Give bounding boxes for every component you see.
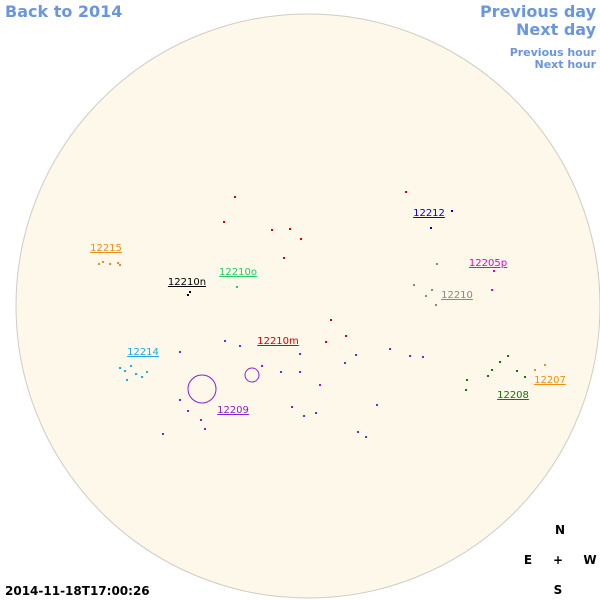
sunspot (344, 362, 346, 364)
compass-south: S (554, 583, 563, 597)
region-label[interactable]: 12215 (90, 243, 122, 254)
compass-center: + (553, 553, 563, 567)
compass-north: N (555, 523, 565, 537)
sunspot-umbra (187, 374, 217, 404)
next-hour-link[interactable]: Next hour (535, 58, 597, 71)
sunspot (179, 399, 181, 401)
previous-hour-link[interactable]: Previous hour (510, 46, 597, 59)
sunspot (141, 376, 143, 378)
region-label[interactable]: 12212 (413, 208, 445, 219)
sunspot (162, 433, 164, 435)
sunspot (491, 369, 493, 371)
sunspot (261, 365, 263, 367)
sunspot (365, 436, 367, 438)
sunspot (187, 410, 189, 412)
sunspot (299, 353, 301, 355)
sunspot (283, 257, 285, 259)
sunspot (425, 295, 427, 297)
sunspot (493, 270, 495, 272)
sunspot (544, 364, 546, 366)
sunspot (124, 370, 126, 372)
sunspot (236, 286, 238, 288)
sunspot (355, 354, 357, 356)
sunspot (299, 371, 301, 373)
sunspot (465, 389, 467, 391)
sunspot (389, 348, 391, 350)
region-labels: 12215 12210n 12210o 12212 12205p 12210 12210m 1… (90, 208, 566, 416)
sunspot (499, 361, 501, 363)
sunspot (146, 371, 148, 373)
sunspot (357, 431, 359, 433)
sunspot (224, 340, 226, 342)
sunspot (491, 289, 493, 291)
sunspot (289, 228, 291, 230)
sunspot (179, 351, 181, 353)
sunspot (189, 291, 191, 293)
sunspot (223, 221, 225, 223)
region-label[interactable]: 12207 (534, 375, 566, 386)
back-link[interactable]: Back to 2014 (5, 2, 122, 21)
sunspot (204, 428, 206, 430)
sunspot (135, 373, 137, 375)
sunspot (130, 365, 132, 367)
compass-east: E (524, 553, 532, 567)
sunspot (405, 191, 407, 193)
sunspot (291, 406, 293, 408)
sunspot (126, 379, 128, 381)
sunspot (303, 415, 305, 417)
sunspot (300, 238, 302, 240)
region-label[interactable]: 12208 (497, 390, 529, 401)
sunspot (524, 376, 526, 378)
sunspot (200, 419, 202, 421)
solar-disk (15, 13, 600, 599)
sunspot (376, 404, 378, 406)
sunspot (98, 263, 100, 265)
sunspot (117, 262, 119, 264)
sunspot (102, 261, 104, 263)
sunspot (507, 355, 509, 357)
region-label[interactable]: 12210o (219, 267, 257, 278)
sunspot (430, 227, 432, 229)
sunspot (413, 284, 415, 286)
timestamp: 2014-11-18T17:00:26 (5, 584, 150, 598)
sunspot (516, 370, 518, 372)
region-label[interactable]: 12210 (441, 290, 473, 301)
sunspot (315, 412, 317, 414)
sunspot (487, 375, 489, 377)
sunspot (422, 356, 424, 358)
region-label[interactable]: 12205p (469, 258, 507, 269)
sunspot (239, 345, 241, 347)
sunspot (466, 379, 468, 381)
sunspot (119, 367, 121, 369)
sunspot (325, 341, 327, 343)
sunspot (330, 319, 332, 321)
sunspot (271, 229, 273, 231)
sunspot (451, 210, 453, 212)
sunspot (234, 196, 236, 198)
sunspot (109, 263, 111, 265)
compass-west: W (583, 553, 596, 567)
sunspot (319, 384, 321, 386)
sunspot (409, 355, 411, 357)
sunspot (119, 264, 121, 266)
region-label[interactable]: 12210n (168, 277, 206, 288)
region-label[interactable]: 12209 (217, 405, 249, 416)
sunspot (345, 335, 347, 337)
next-day-link[interactable]: Next day (516, 20, 597, 39)
region-label[interactable]: 12210m (257, 336, 299, 347)
spots (98, 191, 546, 438)
sunspot (431, 289, 433, 291)
sunspot-umbra (244, 367, 260, 383)
sunspot (534, 369, 536, 371)
previous-day-link[interactable]: Previous day (480, 2, 597, 21)
sunspot (280, 371, 282, 373)
sunspot (187, 294, 189, 296)
sunspot (435, 304, 437, 306)
region-label[interactable]: 12214 (127, 347, 159, 358)
sunspot (436, 263, 438, 265)
